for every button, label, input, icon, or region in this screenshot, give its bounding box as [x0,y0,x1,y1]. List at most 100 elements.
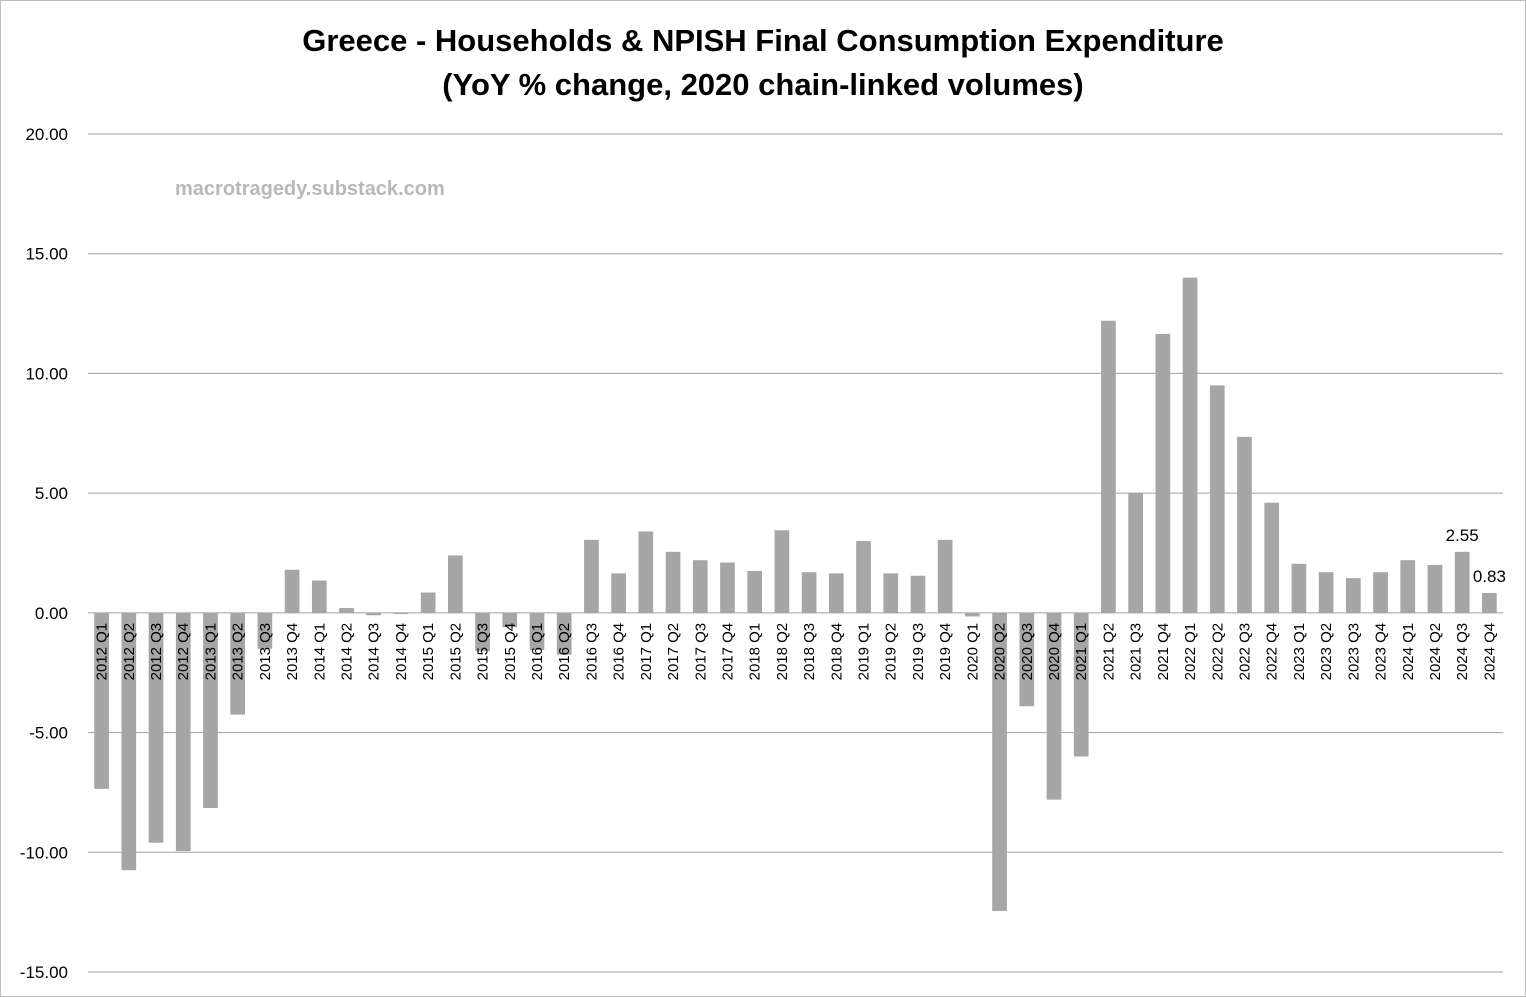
x-tick-label: 2014 Q2 [339,623,356,681]
x-tick-label: 2023 Q3 [1345,623,1362,681]
bar [230,612,246,715]
x-tick-label: 2012 Q3 [148,623,165,681]
x-tick-label: 2019 Q1 [856,623,873,681]
x-tick-label: 2022 Q3 [1236,623,1253,681]
bar [94,612,109,789]
bar [1019,612,1035,707]
x-tick-label: 2016 Q2 [556,623,573,681]
x-tick-label: 2018 Q2 [774,623,791,681]
x-tick-label: 2017 Q2 [665,623,682,681]
x-tick-label: 2013 Q2 [230,623,247,681]
x-tick-label: 2019 Q4 [937,623,954,681]
bar [420,592,436,613]
bar [720,562,735,613]
x-tick-label: 2012 Q2 [121,623,138,681]
x-tick-label: 2018 Q1 [747,623,764,681]
bar [1128,493,1143,613]
bar [1046,612,1062,800]
bar [1318,572,1334,613]
bar [937,539,953,613]
y-tick-label: -5.00 [29,724,68,743]
bar [1073,612,1089,757]
x-tick-label: 2012 Q1 [94,623,111,681]
x-tick-label: 2017 Q1 [638,623,655,681]
x-tick-label: 2020 Q4 [1046,623,1063,681]
x-tick-label: 2023 Q1 [1291,623,1308,681]
x-tick-label: 2020 Q3 [1019,623,1036,681]
bar [556,612,572,655]
x-tick-label: 2013 Q1 [202,623,219,681]
bar [774,530,790,613]
x-tick-label: 2014 Q1 [311,623,328,681]
x-tick-label: 2023 Q2 [1318,623,1335,681]
x-tick-label: 2019 Q3 [910,623,927,681]
x-tick-label: 2018 Q3 [801,623,818,681]
bar [665,551,681,613]
bar [339,608,354,613]
x-tick-label: 2024 Q3 [1454,623,1471,681]
x-tick-label: 2016 Q4 [611,623,628,681]
x-tick-label: 2024 Q2 [1427,623,1444,681]
x-tick-label: 2022 Q1 [1182,623,1199,681]
bar [856,541,871,613]
x-tick-label: 2021 Q3 [1128,623,1145,681]
x-tick-label: 2016 Q1 [529,623,546,681]
bar [1427,564,1443,613]
y-tick-label: -10.00 [20,843,68,862]
bar [801,572,817,613]
bar [692,560,708,613]
bar [502,612,518,628]
data-label: 0.83 [1473,567,1506,586]
y-tick-label: 20.00 [25,125,68,144]
x-tick-label: 2023 Q4 [1373,623,1390,681]
x-tick-label: 2015 Q4 [502,623,519,681]
x-tick-label: 2014 Q4 [393,623,410,681]
bar [910,575,926,613]
bar [257,612,273,649]
bar [1155,333,1171,613]
bar [1101,320,1116,613]
bar [883,573,899,613]
bar [203,612,218,808]
x-tick-label: 2020 Q1 [964,623,981,681]
x-tick-label: 2024 Q4 [1481,623,1498,681]
bar [965,612,980,617]
bar [611,573,626,613]
bar [311,580,327,613]
bar [638,531,654,613]
bar [1373,572,1388,613]
bar [393,612,409,615]
bar [1209,385,1225,613]
bar [584,539,599,613]
bar [1182,277,1198,613]
bar [284,569,300,613]
y-tick-label: 0.00 [35,604,68,623]
x-tick-label: 2019 Q2 [883,623,900,681]
data-label: 2.55 [1446,526,1479,545]
bar [1291,563,1307,613]
x-tick-label: 2016 Q3 [583,623,600,681]
x-tick-label: 2022 Q2 [1209,623,1226,681]
bar [992,612,1007,911]
bar [1237,436,1252,613]
x-tick-label: 2012 Q4 [175,623,192,681]
x-tick-label: 2022 Q4 [1264,623,1281,681]
bar [1264,502,1280,613]
chart-title: Greece - Households & NPISH Final Consum… [302,23,1224,58]
bar [1482,592,1497,613]
x-tick-label: 2013 Q3 [257,623,274,681]
x-tick-label: 2017 Q4 [719,623,736,681]
x-tick-label: 2024 Q1 [1400,623,1417,681]
bar [1400,560,1416,613]
bar [1454,551,1470,613]
y-tick-label: 10.00 [25,364,68,383]
bar [148,612,164,843]
bar [1345,578,1361,613]
x-tick-label: 2017 Q3 [692,623,709,681]
bar [175,612,191,852]
y-tick-label: 15.00 [25,245,68,264]
x-tick-label: 2013 Q4 [284,623,301,681]
x-tick-label: 2021 Q4 [1155,623,1172,681]
